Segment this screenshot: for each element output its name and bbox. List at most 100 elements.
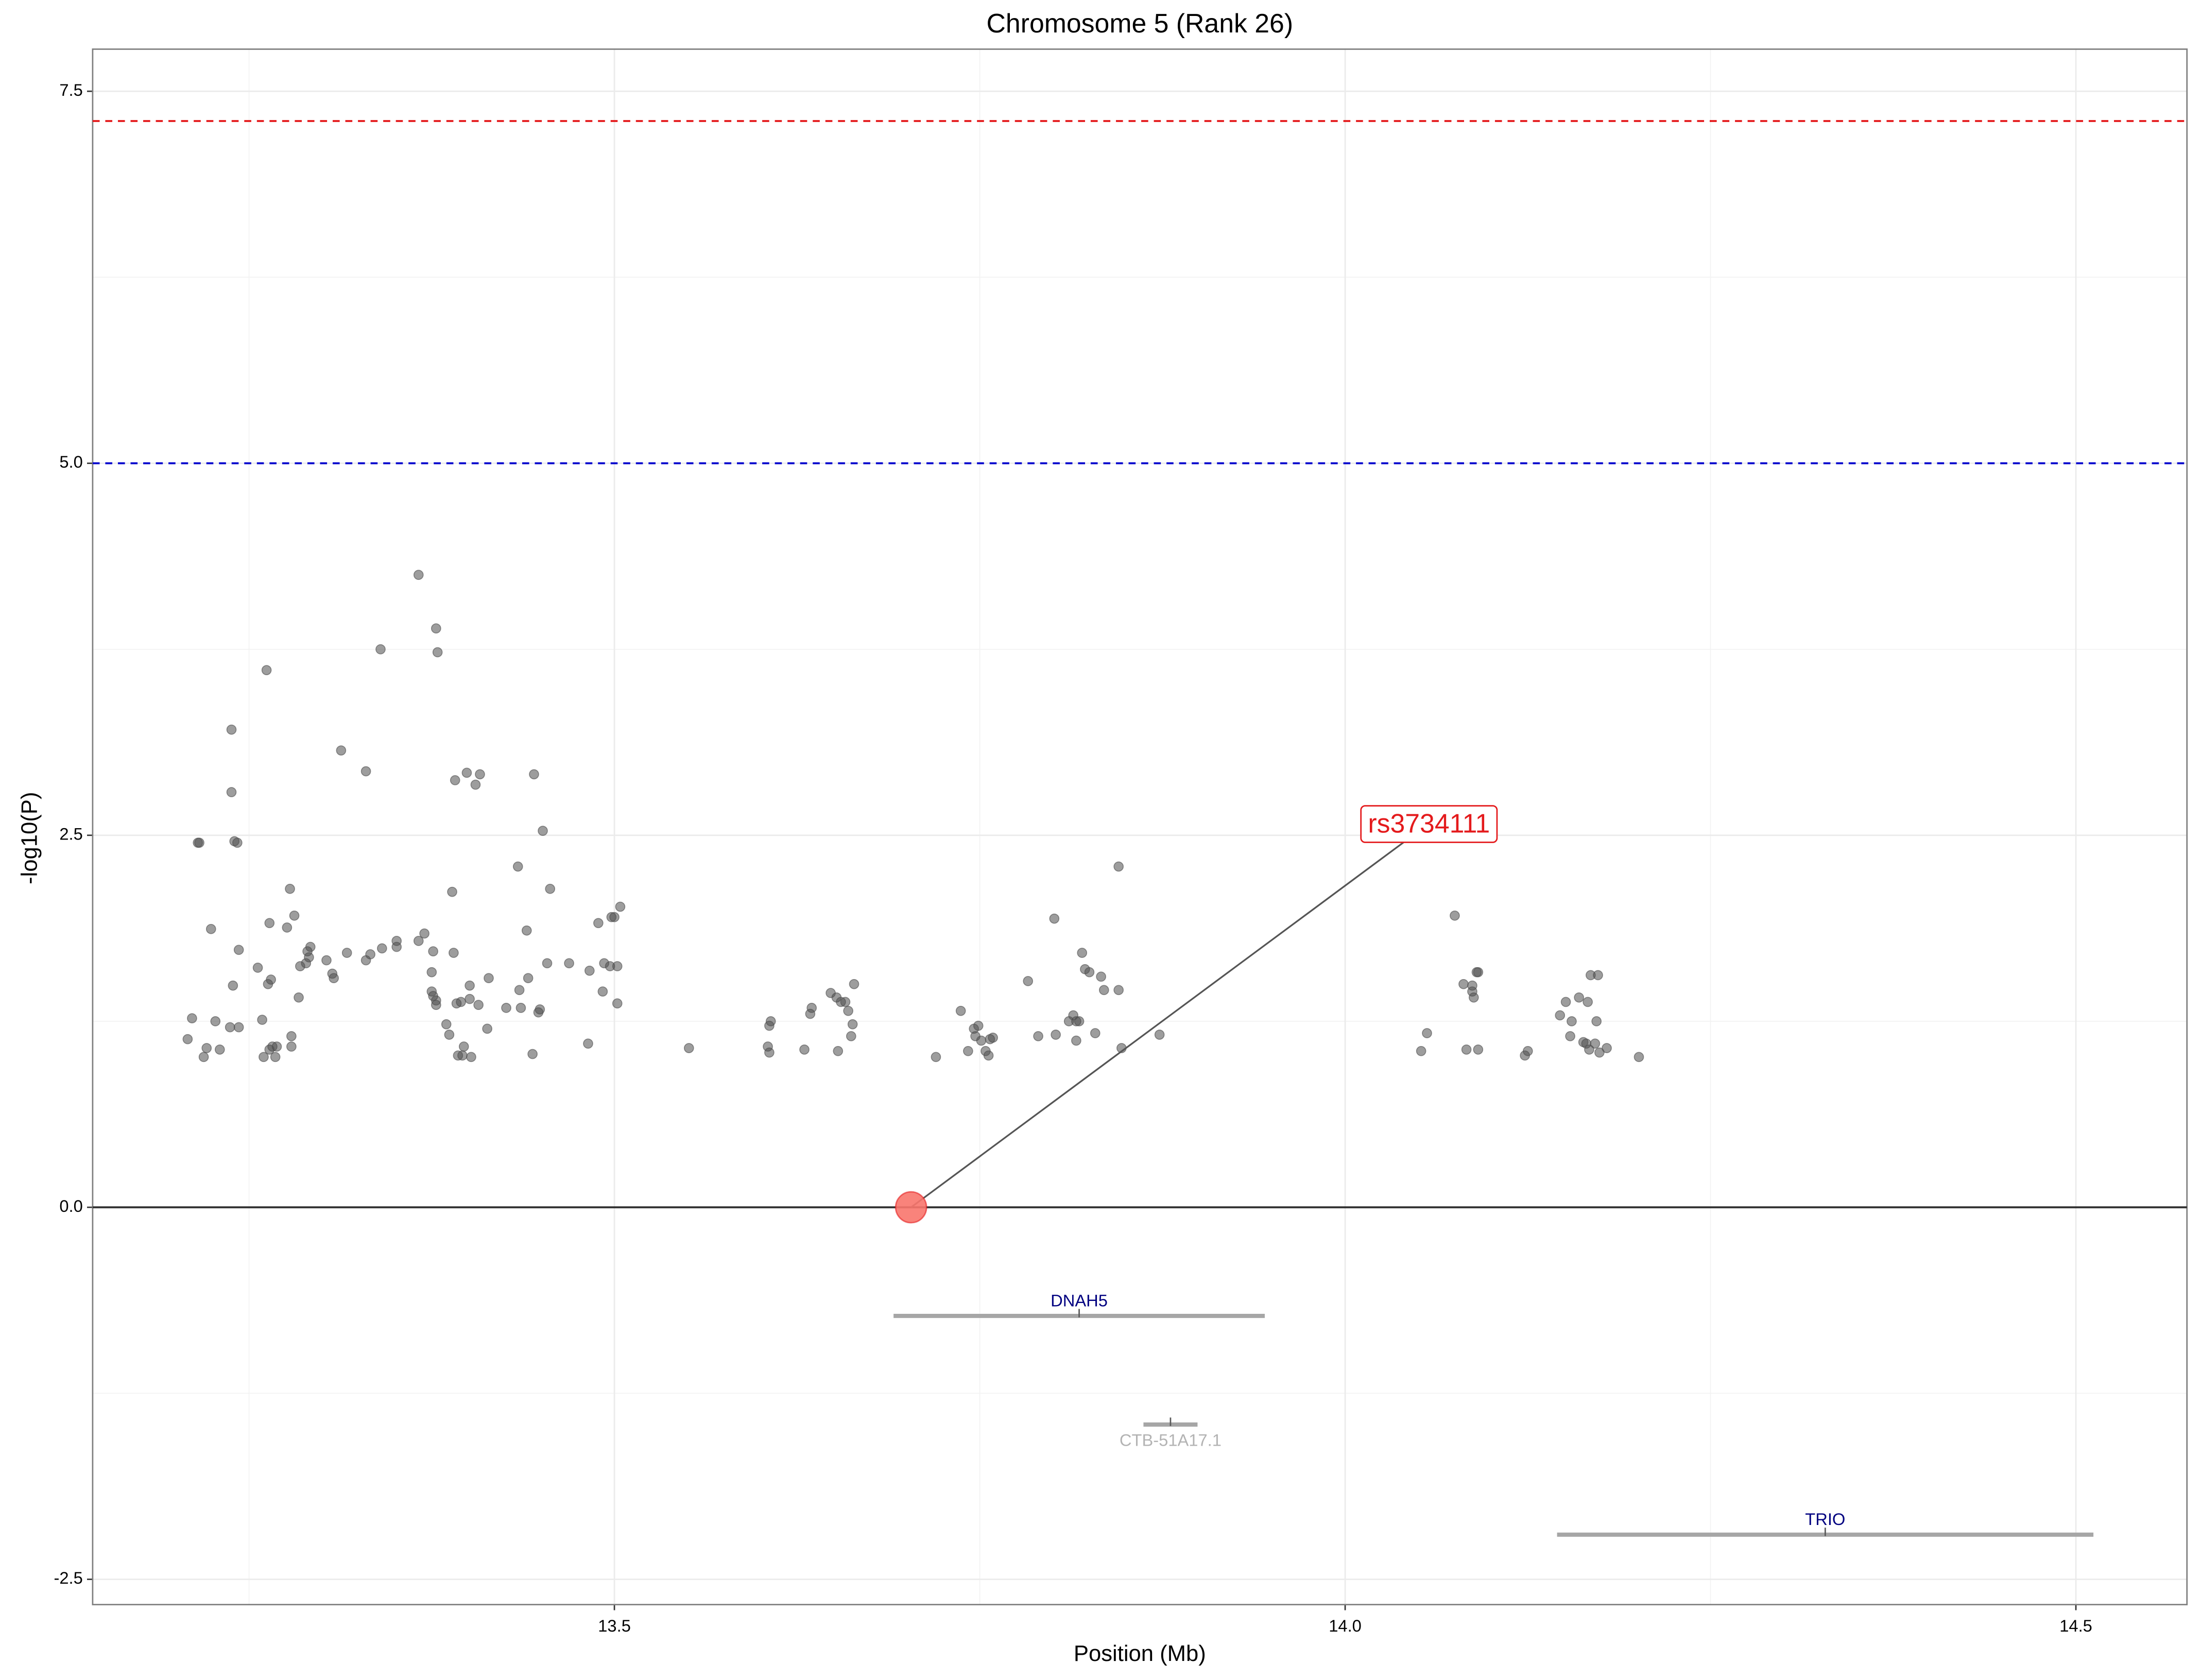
point [289,911,300,921]
point [214,1044,225,1055]
point [976,1035,987,1046]
annotation-connector [910,837,1410,1208]
point [1154,1030,1165,1040]
point [538,826,548,836]
point [609,912,620,922]
annotation-box [1360,805,1498,843]
point [983,1050,994,1061]
point [426,967,437,978]
point [1633,1052,1644,1062]
point [252,963,263,973]
point [1461,1044,1472,1055]
point [593,918,604,929]
point [1560,997,1571,1007]
point [285,884,295,894]
point [1602,1043,1612,1053]
point [1450,911,1460,921]
x-axis-label: Position (Mb) [1074,1641,1206,1666]
point [413,936,424,946]
point [1473,1044,1484,1055]
point [266,974,276,985]
point [1098,985,1109,996]
point [336,745,347,756]
point [843,1005,853,1016]
point [294,992,304,1003]
point [1023,976,1034,986]
point [228,980,238,991]
point [466,1052,476,1062]
point [461,767,472,778]
point [447,886,457,897]
point [259,1052,269,1062]
y-tick-label: 7.5 [59,80,82,99]
point [514,985,525,996]
point [473,1000,484,1010]
point [963,1045,973,1056]
point [286,1041,297,1052]
point [182,1034,193,1044]
gene-label: CTB-51A17.1 [1120,1430,1222,1449]
point [1416,1045,1426,1056]
point [432,647,443,658]
point [1077,948,1088,958]
plot-frame [92,48,2188,1605]
point [475,769,485,780]
point [419,928,429,939]
point [457,1050,468,1061]
point [1049,913,1060,924]
point [304,952,314,963]
point [1113,985,1124,996]
point [527,1049,538,1059]
chart-title: Chromosome 5 (Rank 26) [987,8,1294,38]
point [187,1013,197,1024]
point [282,922,293,933]
point [321,955,332,966]
point [484,973,494,984]
point [194,837,204,848]
point [232,837,243,848]
point [1467,980,1477,991]
point [1090,1028,1100,1038]
point [597,986,608,997]
point [512,861,523,872]
point [375,644,386,655]
y-tick-label: 0.0 [59,1196,82,1215]
point [1584,1044,1594,1055]
point [341,948,352,958]
point [833,1045,844,1056]
point [482,1023,492,1034]
point [529,769,539,780]
point [564,958,574,969]
point [799,1044,810,1055]
point [1593,970,1603,981]
point [1594,1047,1605,1058]
point [542,958,553,969]
point [465,980,475,991]
point [264,918,275,929]
point [233,1022,244,1033]
point [521,925,532,936]
point [257,1015,267,1025]
point [450,775,460,785]
point [201,1043,212,1053]
point [849,979,859,989]
point [988,1032,998,1043]
point [1473,967,1484,978]
gene-label: TRIO [1805,1510,1845,1529]
point [1468,992,1479,1003]
y-tick-label: 5.0 [59,452,82,471]
y-tick-label: -2.5 [54,1568,82,1587]
y-axis-label: -log10(P) [17,792,42,884]
point [365,949,375,959]
point [846,1031,856,1041]
point [973,1020,984,1031]
point [444,1030,455,1040]
x-tick-label: 14.5 [2059,1616,2092,1635]
point [1051,1030,1061,1040]
point [458,1041,469,1052]
point [271,1041,282,1052]
point [584,965,595,976]
point [226,724,237,735]
point [1565,1031,1575,1041]
